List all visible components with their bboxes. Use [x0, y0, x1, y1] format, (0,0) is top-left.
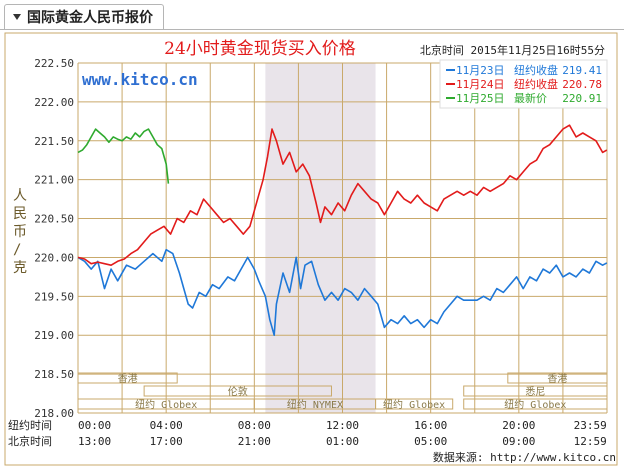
- session-label: 伦敦: [228, 385, 248, 398]
- dropdown-triangle-icon: [13, 14, 21, 20]
- x-tick-label: 05:00: [414, 435, 447, 448]
- tab-gold-price[interactable]: 国际黄金人民币报价: [4, 4, 164, 29]
- shaded-region: [265, 63, 376, 413]
- y-tick-label: 219.00: [34, 329, 74, 342]
- x-tick-label: 04:00: [150, 419, 183, 432]
- x-tick-label: 12:00: [326, 419, 359, 432]
- tab-bar: 国际黄金人民币报价: [0, 0, 624, 30]
- watermark: www.kitco.cn: [82, 70, 198, 89]
- series-line: [77, 128, 170, 184]
- session-label: 纽约 Globex: [135, 398, 197, 411]
- session-bar: [143, 385, 332, 397]
- session-label: 悉尼: [525, 386, 545, 398]
- x-tick-label: 23:59: [574, 419, 607, 432]
- y-tick-label: 222.00: [34, 96, 74, 109]
- session-label: 香港: [118, 373, 138, 385]
- y-tick-label: 221.00: [34, 174, 74, 187]
- y-axis-label: 人民币/克: [13, 188, 27, 276]
- legend-date: 11月23日: [456, 64, 505, 77]
- data-source: 数据来源: http://www.kitco.cn: [432, 451, 616, 464]
- timestamp: 北京时间 2015年11月25日16时55分: [420, 43, 605, 57]
- x-axis-row-label: 纽约时间: [8, 418, 52, 432]
- session-bar: [463, 398, 608, 410]
- chart-title: 24小时黄金现货买入价格: [164, 39, 356, 59]
- session-bar: [77, 372, 178, 384]
- legend-value: 220.78: [562, 78, 602, 91]
- y-tick-label: 218.00: [34, 407, 74, 420]
- x-tick-label: 17:00: [150, 435, 183, 448]
- x-tick-label: 12:59: [574, 435, 607, 448]
- x-tick-label: 08:00: [238, 419, 271, 432]
- session-label: 纽约 Globex: [383, 398, 445, 411]
- x-tick-label: 16:00: [414, 419, 447, 432]
- y-tick-label: 220.50: [34, 213, 74, 226]
- legend-value: 219.41: [562, 64, 602, 77]
- x-tick-label: 00:00: [78, 419, 111, 432]
- chart-frame: [4, 32, 618, 466]
- y-tick-label: 222.50: [34, 57, 74, 70]
- legend-box: [439, 59, 608, 109]
- legend-date: 11月24日: [456, 78, 505, 91]
- y-tick-label: 220.00: [34, 251, 74, 264]
- session-label: 纽约 NYMEX: [287, 398, 343, 411]
- x-axis-row-label: 北京时间: [8, 434, 52, 448]
- x-tick-label: 13:00: [78, 435, 111, 448]
- legend-date: 11月25日: [456, 92, 505, 105]
- x-tick-label: 21:00: [238, 435, 271, 448]
- legend-value: 220.91: [562, 92, 602, 105]
- y-tick-label: 219.50: [34, 290, 74, 303]
- tab-label: 国际黄金人民币报价: [27, 10, 153, 26]
- session-bar: [375, 398, 454, 410]
- series-line: [77, 124, 608, 266]
- series-line: [77, 248, 608, 336]
- legend-label: 纽约收盘: [514, 63, 558, 77]
- session-bar: [507, 372, 608, 384]
- session-label: 香港: [547, 373, 567, 385]
- legend-label: 最新价: [514, 91, 547, 105]
- session-label: 纽约 Globex: [504, 398, 566, 411]
- session-bar: [463, 385, 608, 397]
- y-tick-label: 218.50: [34, 368, 74, 381]
- x-tick-label: 09:00: [502, 435, 535, 448]
- x-tick-label: 20:00: [502, 419, 535, 432]
- x-tick-label: 01:00: [326, 435, 359, 448]
- legend-label: 纽约收盘: [514, 77, 558, 91]
- y-tick-label: 221.50: [34, 135, 74, 148]
